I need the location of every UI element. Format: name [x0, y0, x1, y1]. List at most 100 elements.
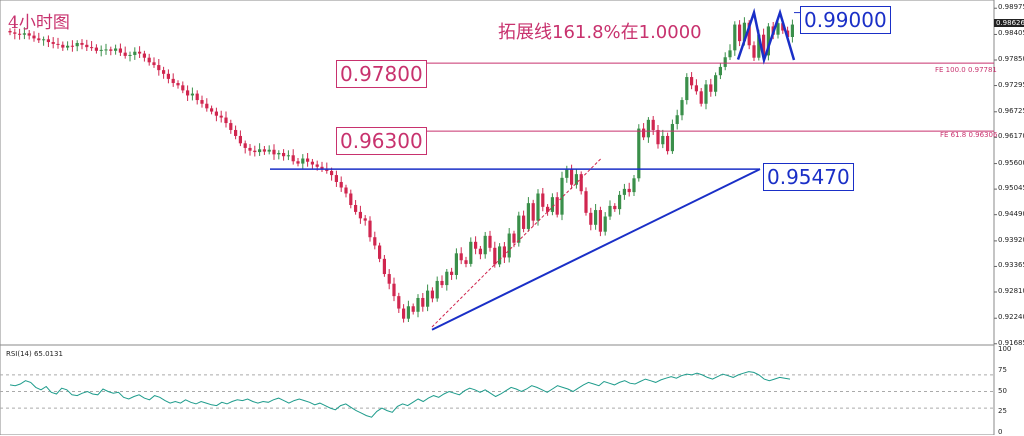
candle — [344, 184, 348, 198]
candle — [651, 115, 655, 135]
candle-body — [200, 100, 204, 104]
candle-body — [402, 308, 406, 319]
candle-body — [666, 135, 670, 152]
candle-body — [574, 174, 578, 185]
candle — [368, 216, 372, 242]
candle-body — [550, 197, 554, 212]
candle — [286, 150, 290, 161]
fe100-tag: FE 100.0 0.97781 — [935, 66, 997, 74]
candle-body — [526, 203, 530, 229]
candle-body — [18, 33, 22, 35]
rsi-tick-label: 50 — [998, 386, 1007, 395]
candle-body — [214, 111, 218, 116]
price-tick-label: 0.95045 — [998, 184, 1024, 193]
extension-note: 拓展线161.8%在1.0000 — [498, 22, 702, 43]
candle — [632, 174, 636, 196]
candle-body — [627, 188, 631, 193]
candle-body — [195, 93, 199, 101]
rsi-tick-label: 100 — [998, 345, 1012, 353]
candle-body — [234, 129, 238, 136]
candle — [186, 85, 190, 101]
candle-body — [229, 123, 233, 130]
candle — [75, 40, 79, 52]
candle — [574, 168, 578, 189]
candle — [248, 144, 252, 156]
candle — [80, 39, 84, 50]
candle-body — [90, 47, 94, 49]
candle-body — [133, 51, 137, 55]
candle — [728, 44, 732, 61]
candle — [229, 119, 233, 134]
candle-body — [330, 170, 334, 176]
candle — [118, 43, 122, 56]
candle — [589, 207, 593, 231]
candle — [402, 304, 406, 323]
candle-body — [334, 175, 338, 182]
candle — [478, 245, 482, 260]
candle-body — [315, 164, 319, 167]
candle — [104, 43, 108, 55]
candle-body — [498, 246, 502, 265]
candle — [224, 111, 228, 128]
candle-body — [560, 177, 564, 215]
candle-body — [301, 158, 305, 164]
candle-body — [675, 115, 679, 124]
candle — [699, 87, 703, 107]
candle-body — [243, 143, 247, 148]
candle-body — [661, 135, 665, 145]
level-top-label: 0.99000 — [800, 6, 891, 34]
candle — [296, 157, 300, 167]
candle-body — [651, 119, 655, 130]
price-tick-label: 0.96725 — [998, 106, 1024, 115]
candle-body — [248, 147, 252, 151]
candle-body — [344, 187, 348, 194]
candle-body — [56, 43, 60, 45]
candle-body — [373, 237, 377, 246]
candle — [411, 303, 415, 315]
price-tick-label: 0.93365 — [998, 261, 1024, 270]
candle — [70, 40, 74, 52]
candle — [555, 192, 559, 218]
candle — [642, 123, 646, 141]
candle-body — [555, 197, 559, 215]
level-fe618-label: 0.96300 — [336, 127, 427, 155]
double-top-pattern — [736, 7, 796, 65]
candle — [454, 248, 458, 280]
candle — [123, 46, 127, 59]
candle — [128, 51, 132, 62]
level-fe100-label: 0.97800 — [336, 60, 427, 88]
candle — [219, 110, 223, 123]
candle — [200, 95, 204, 108]
candle-body — [776, 23, 780, 35]
candle — [766, 23, 770, 61]
candle-body — [469, 241, 473, 264]
candle-body — [478, 248, 482, 255]
candle — [502, 242, 506, 263]
candle-body — [8, 31, 12, 33]
candle — [195, 90, 199, 105]
candle-body — [61, 44, 65, 48]
candle-body — [459, 253, 463, 261]
candle-body — [210, 108, 214, 112]
candle-body — [426, 290, 430, 307]
candle-body — [224, 117, 228, 124]
candle-body — [94, 47, 98, 51]
candle — [406, 300, 410, 322]
candle-body — [320, 166, 324, 169]
candle — [46, 35, 50, 48]
candle-body — [762, 34, 766, 56]
current-price-tag: 0.98626 — [994, 19, 1024, 28]
candle-body — [579, 174, 583, 192]
candle-body — [685, 77, 689, 101]
timeframe-label: 4小时图 — [8, 13, 70, 33]
candle-body — [42, 39, 46, 41]
candle-body — [718, 66, 722, 76]
candle — [685, 73, 689, 105]
candle — [306, 152, 310, 167]
candle — [694, 79, 698, 95]
candle-body — [258, 149, 262, 153]
